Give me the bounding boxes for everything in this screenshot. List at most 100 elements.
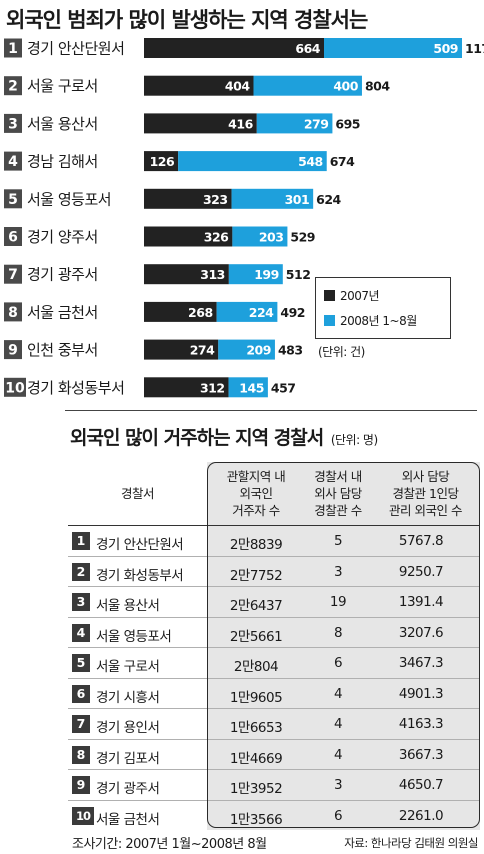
rank-badge: 8 [72,745,90,764]
total-label: 483 [278,343,303,358]
rank-number: 5 [8,192,18,208]
total-label: 695 [335,116,360,131]
rank-badge: 5 [72,654,90,672]
table-row: 9 경기 광주서 1만3952 3 4650.7 [68,769,480,799]
value-label-2007: 312 [200,380,225,395]
officer-count: 6 [333,807,343,824]
resident-count: 1만9605 [229,689,283,706]
station-name: 경기 광주서 [96,781,160,797]
table-row: 7 경기 용인서 1만6653 4 4163.3 [68,708,480,738]
rank-badge [4,189,22,209]
station-name: 경기 화성동부서 [96,567,184,584]
category-label: 서울 구로서 [27,77,98,95]
value-label-2007: 664 [295,41,320,56]
resident-count: 2만7752 [229,567,283,584]
per-officer-count: 4163.3 [398,716,444,732]
value-label-2008: 224 [249,305,274,320]
bar-2008 [231,188,314,209]
rank-badge: 6 [72,684,90,703]
legend-label-2008: 2008년 1~8월 [340,314,417,328]
station-name: 서울 금천서 [96,811,160,828]
rank-badge: 2 [72,562,90,581]
rank-badge [4,377,26,397]
category-label: 경기 광주서 [27,266,98,284]
bar-2007 [144,188,232,209]
per-officer-count: 1391.4 [398,594,444,610]
rank-badge [4,227,22,246]
legend-item-2007: 2007년 [324,287,380,304]
rank-badge: 4 [72,623,90,642]
table-row: 10 서울 금천서 1만3566 6 2261.0 [68,800,480,830]
category-label: 경남 김해서 [27,153,98,171]
rank-number: 9 [8,343,18,359]
table-shade [207,462,480,830]
total-label: 492 [280,305,305,320]
row-divider [68,555,480,557]
value-label-2008: 301 [285,192,310,207]
bar-2007 [144,301,217,322]
row-divider [68,677,480,679]
officer-count: 6 [333,655,343,671]
category-label: 경기 안산단원서 [27,40,124,58]
row-divider [68,586,480,587]
value-label-2008: 209 [246,343,271,358]
table-row: 2 경기 화성동부서 2만7752 3 9250.7 [68,556,480,586]
station-name: 경기 안산단원서 [96,537,184,553]
table-row: 3 서울 용산서 2만6437 19 1391.4 [68,586,480,616]
rank-number: 7 [8,267,18,283]
category-label: 서울 금천서 [27,303,98,321]
station-name: 서울 영등포서 [96,628,172,645]
value-label-2007: 268 [188,305,213,320]
bar-2007 [144,377,229,398]
header-officers: 경찰서 내 외사 담당 경찰관 수 [314,468,362,518]
header-per-officer: 외사 담당 경찰관 1인당 관리 외국인 수 [389,468,462,518]
bar-2008 [228,377,268,398]
station-name: 경기 용인서 [96,720,160,736]
category-label: 인천 중부서 [27,341,98,359]
table-row: 4 서울 영등포서 2만5661 8 3207.6 [68,617,480,647]
bar-2007 [144,264,229,285]
total-label: 1173 [465,41,484,56]
table-row: 6 경기 시흥서 1만9605 4 4901.3 [68,678,480,708]
legend-label-2007: 2007년 [340,289,380,303]
station-name: 서울 구로서 [96,659,160,675]
value-label-2008: 548 [298,154,323,169]
bar-2007 [144,226,233,247]
per-officer-count: 5767.8 [398,533,444,549]
per-officer-count: 3667.3 [398,746,444,763]
value-label-2007: 313 [200,267,225,282]
rank-badge: 1 [72,532,90,550]
per-officer-count: 4901.3 [398,685,444,702]
rank-badge [4,38,22,58]
rank-badge: 7 [72,715,90,733]
bar-2007 [144,38,325,58]
value-label-2008: 400 [333,79,358,94]
value-label-2007: 326 [204,230,229,245]
table-row: 1 경기 안산단원서 2만8839 5 5767.8 [68,525,480,555]
station-name: 경기 김포서 [96,750,160,767]
crime-bar-chart: 1 경기 안산단원서 664 509 1173 2 서울 구로서 404 400 804 3 서울 용… [4,38,484,398]
section-divider [65,410,477,411]
total-label: 624 [316,192,341,207]
rank-number: 10 [5,380,25,396]
resident-count: 1만3566 [229,811,283,828]
category-label: 경기 화성동부서 [27,379,124,397]
category-label: 경기 양주서 [27,228,98,246]
resident-count: 2만6437 [229,598,283,614]
bar-2007 [144,113,257,134]
officer-count: 4 [333,685,343,702]
rank-badge [4,76,22,96]
header-station: 경찰서 [120,485,155,501]
table-title-text: 외국인 많이 거주하는 지역 경찰서 [70,427,324,449]
bar-2008 [178,151,327,172]
chart-unit: (단위: 건) [318,345,365,359]
bar-2007 [144,151,179,172]
row-divider [68,525,480,526]
table-numbers-frame [207,462,480,828]
bar-2008 [228,264,283,285]
per-officer-count: 9250.7 [398,563,444,580]
table-title: 외국인 많이 거주하는 지역 경찰서 (단위: 명) [70,423,378,450]
value-label-2008: 145 [239,380,264,395]
resident-count: 2만804 [233,659,279,675]
legend-swatch-2008 [324,315,335,326]
